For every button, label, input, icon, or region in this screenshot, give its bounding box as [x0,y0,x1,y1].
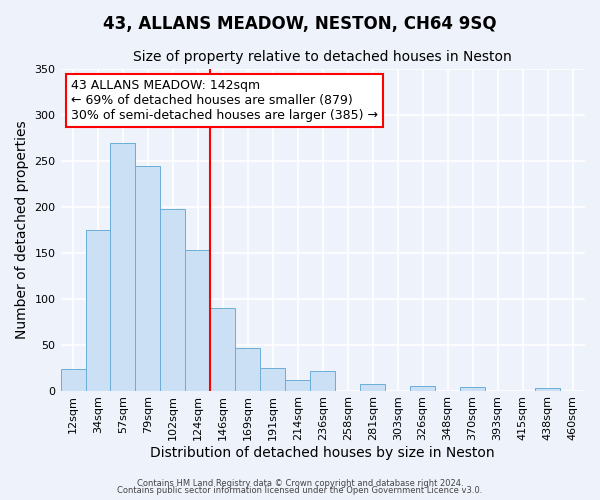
Bar [61,370,86,390]
Bar [286,380,310,390]
Bar [110,143,136,390]
Text: Contains public sector information licensed under the Open Government Licence v3: Contains public sector information licen… [118,486,482,495]
Bar [535,388,560,390]
Bar [136,166,160,390]
X-axis label: Distribution of detached houses by size in Neston: Distribution of detached houses by size … [151,446,495,460]
Y-axis label: Number of detached properties: Number of detached properties [15,120,29,340]
Bar [160,209,185,390]
Bar [410,386,435,390]
Bar [460,387,485,390]
Title: Size of property relative to detached houses in Neston: Size of property relative to detached ho… [133,50,512,64]
Text: 43, ALLANS MEADOW, NESTON, CH64 9SQ: 43, ALLANS MEADOW, NESTON, CH64 9SQ [103,15,497,33]
Bar [86,230,110,390]
Bar [211,308,235,390]
Bar [310,372,335,390]
Text: Contains HM Land Registry data © Crown copyright and database right 2024.: Contains HM Land Registry data © Crown c… [137,478,463,488]
Text: 43 ALLANS MEADOW: 142sqm
← 69% of detached houses are smaller (879)
30% of semi-: 43 ALLANS MEADOW: 142sqm ← 69% of detach… [71,79,378,122]
Bar [235,348,260,391]
Bar [360,384,385,390]
Bar [185,250,211,390]
Bar [260,368,286,390]
